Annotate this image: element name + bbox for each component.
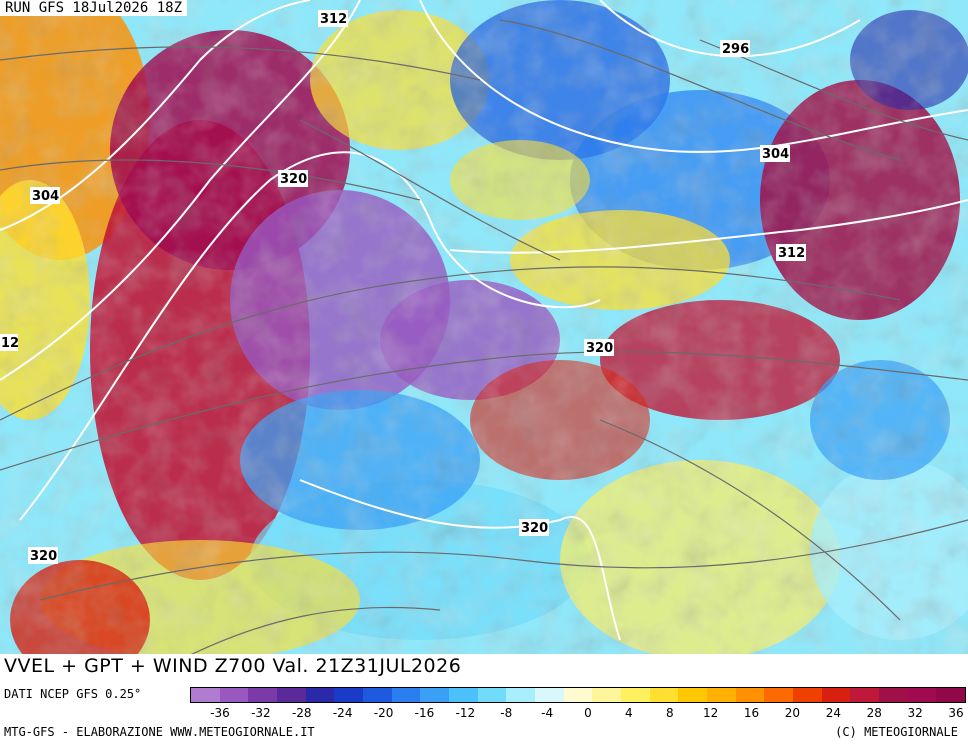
color-scale-ticks: -36 -32 -28 -24 -20 -16 -12 -8 -4 0 4 8 12 16 20 24 28 32… bbox=[190, 706, 966, 722]
contour-label-304-left: 304 bbox=[32, 189, 59, 204]
contour-label-296: 296 bbox=[722, 42, 749, 57]
legend-tick-label: -28 bbox=[291, 706, 312, 720]
legend-tick-label: 16 bbox=[743, 706, 760, 720]
legend-swatch bbox=[277, 688, 306, 702]
legend-tick-label: -32 bbox=[251, 706, 271, 720]
map-title: VVEL + GPT + WIND Z700 Val. 21Z31JUL2026 bbox=[4, 655, 462, 677]
contour-label-320-southwest: 320 bbox=[30, 549, 57, 564]
data-source: DATI NCEP GFS 0.25° bbox=[4, 687, 142, 701]
legend-tick-label: 8 bbox=[665, 706, 674, 720]
legend-tick-label: -20 bbox=[373, 706, 394, 720]
legend-swatch bbox=[420, 688, 450, 702]
weather-map: 312 296 304 320 304 312 12 320 320 320 3… bbox=[0, 0, 968, 683]
legend-swatch bbox=[391, 688, 421, 702]
legend-tick-label: 36 bbox=[948, 706, 964, 720]
legend-tick-label: 20 bbox=[784, 706, 801, 720]
legend-swatch bbox=[477, 688, 507, 702]
legend-tick-label: 28 bbox=[866, 706, 882, 720]
legend-swatch bbox=[793, 688, 822, 702]
legend-tick-label: 0 bbox=[584, 706, 592, 720]
legend-swatch bbox=[764, 688, 794, 702]
legend-swatch bbox=[621, 688, 650, 702]
legend-swatch bbox=[449, 688, 478, 702]
legend-swatch bbox=[907, 688, 937, 702]
wind-streamlines bbox=[0, 19, 968, 661]
legend-swatch bbox=[191, 688, 220, 702]
legend-swatch bbox=[821, 688, 851, 702]
legend-swatch bbox=[535, 688, 564, 702]
legend-swatch bbox=[678, 688, 708, 702]
title-bar bbox=[0, 654, 968, 683]
legend-swatch bbox=[735, 688, 765, 702]
legend-tick-label: 24 bbox=[825, 706, 841, 720]
legend-swatch bbox=[879, 688, 908, 702]
footer-copyright: (C) METEOGIORNALE bbox=[835, 725, 958, 739]
legend-tick-label: 12 bbox=[703, 706, 719, 720]
color-scale-bar bbox=[190, 687, 966, 703]
legend-swatch bbox=[563, 688, 593, 702]
contour-label-304-right: 304 bbox=[762, 147, 789, 162]
legend-tick-label: -4 bbox=[541, 706, 554, 720]
geopotential-contours bbox=[0, 0, 968, 641]
contour-label-12-edge: 12 bbox=[1, 336, 19, 351]
legend-swatch bbox=[592, 688, 622, 702]
legend-swatch bbox=[363, 688, 392, 702]
legend-swatch bbox=[334, 688, 364, 702]
contour-label-320-north: 320 bbox=[280, 172, 307, 187]
legend-swatch bbox=[936, 688, 966, 702]
legend-swatch bbox=[707, 688, 736, 702]
legend-swatch bbox=[850, 688, 880, 702]
contour-label-312-top: 312 bbox=[320, 12, 347, 27]
footer-credit: MTG-GFS - ELABORAZIONE WWW.METEOGIORNALE… bbox=[4, 725, 315, 739]
legend-tick-label: -8 bbox=[500, 706, 513, 720]
vertical-velocity-field: 312 296 304 320 304 312 12 320 320 320 3… bbox=[0, 0, 968, 683]
legend-tick-label: -24 bbox=[332, 706, 353, 720]
legend-swatch bbox=[506, 688, 536, 702]
run-label: RUN GFS 18Jul2026 18Z bbox=[0, 0, 188, 16]
contour-label-320-center: 320 bbox=[586, 341, 613, 356]
legend-tick-label: -36 bbox=[210, 706, 230, 720]
legend-tick-label: -16 bbox=[414, 706, 435, 720]
legend-tick-label: -12 bbox=[455, 706, 476, 720]
legend-tick-label: 4 bbox=[625, 706, 633, 720]
legend-tick-label: 32 bbox=[907, 706, 923, 720]
legend-swatch bbox=[248, 688, 278, 702]
contour-label-312-right: 312 bbox=[778, 246, 805, 261]
legend-swatch bbox=[305, 688, 335, 702]
contour-label-320-south: 320 bbox=[521, 521, 548, 536]
legend-swatch bbox=[219, 688, 249, 702]
legend-swatch bbox=[649, 688, 679, 702]
